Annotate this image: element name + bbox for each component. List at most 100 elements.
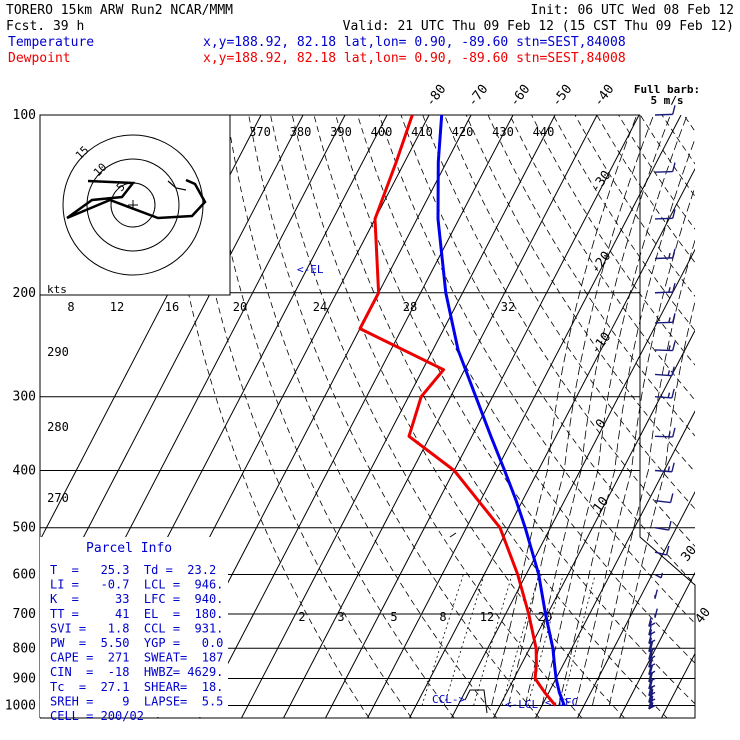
dry-adiabat-300	[270, 115, 583, 718]
header-init-line: Init: 06 UTC Wed 08 Feb 12	[531, 3, 735, 18]
wind-barb-650	[654, 589, 658, 599]
mixing-label-12: 12	[480, 610, 494, 624]
moist-adiabat-32	[592, 238, 695, 706]
header-forecast-line: Fcst. 39 h	[6, 19, 84, 34]
parcel-row: LI = -0.7 LCL = 946.	[50, 578, 223, 592]
dry-adiabat-410	[509, 115, 695, 401]
theta-label-390: 390	[330, 125, 352, 139]
parcel-row: Tc = 27.1 SHEAR= 18.	[50, 680, 223, 694]
pressure-label-200: 200	[13, 286, 36, 301]
wind-barb-750	[648, 625, 656, 636]
dry-adiabat-360	[400, 115, 695, 586]
theta-label-380: 380	[290, 125, 312, 139]
dry-adiabat-290	[248, 115, 540, 718]
parcel-info-box: Parcel Info T = 25.3 Td = 23.2LI = -0.7 …	[40, 537, 228, 723]
dry-adiabat-330	[335, 115, 695, 705]
dewpoint-station-info: x,y=188.92, 82.18 lat,lon= 0.90, -89.60 …	[203, 51, 626, 66]
theta-left-label-270: 270	[47, 491, 69, 505]
dry-adiabat-380	[444, 115, 695, 510]
theta-left-label-290: 290	[47, 345, 69, 359]
parcel-row: SVI = 1.8 CCL = 931.	[50, 621, 223, 635]
dry-adiabat-400	[487, 115, 695, 437]
pressure-label-500: 500	[13, 521, 36, 536]
speed-tick-28: 28	[403, 300, 417, 314]
pressure-label-900: 900	[13, 671, 36, 686]
parcel-row: T = 25.3 Td = 23.2	[50, 563, 216, 577]
parcel-info-frame	[40, 537, 228, 717]
parcel-row: TT = 41 EL = 180.	[50, 607, 223, 621]
theta-left-label-280: 280	[47, 420, 69, 434]
pressure-label-100: 100	[13, 108, 36, 123]
parcel-row: CIN = -18 HWBZ= 4629.	[50, 665, 223, 679]
hodograph-trace	[66, 178, 207, 220]
wind-barb-600	[654, 572, 664, 579]
ccl-annotation: CCL->	[432, 693, 465, 706]
pressure-label-600: 600	[13, 567, 36, 582]
speed-tick-8: 8	[67, 300, 74, 314]
wind-barb-175	[654, 248, 676, 260]
pressure-label-300: 300	[13, 390, 36, 405]
moist-adiabat-20	[541, 115, 688, 706]
speed-tick-20: 20	[233, 300, 247, 314]
wind-barb-100	[654, 105, 676, 116]
wind-barb-225	[654, 313, 676, 324]
isotherm--10	[409, 167, 695, 718]
moist-adiabat-12	[508, 115, 654, 706]
moist-adiabat-24	[558, 137, 695, 706]
wind-barb-250	[654, 341, 676, 352]
theta-label-400: 400	[371, 125, 393, 139]
barb-legend-title: Full barb:	[634, 83, 700, 96]
moist-adiabat-36	[608, 300, 695, 706]
speed-tick-12: 12	[110, 300, 124, 314]
temperature-station-info: x,y=188.92, 82.18 lat,lon= 0.90, -89.60 …	[203, 35, 626, 50]
wind-barb-200	[654, 282, 676, 294]
isotherm-0	[451, 248, 695, 718]
parcel-row: SREH = 9 LAPSE= 5.5	[50, 694, 223, 708]
moist-adiabat-8	[491, 115, 638, 706]
wind-barb-275	[654, 366, 675, 377]
wind-barb-550	[654, 545, 670, 556]
series-dewpoint	[358, 115, 557, 707]
dry-adiabat-390	[465, 115, 695, 473]
theta-label-410: 410	[411, 125, 433, 139]
isotherm--20	[367, 115, 682, 718]
lcl-annotation: <-LCL	[505, 698, 538, 711]
moist-adiabat-28	[575, 185, 695, 706]
dry-adiabat-350	[378, 115, 695, 625]
dry-adiabat-310	[291, 115, 625, 718]
speed-unit-label: kts	[47, 283, 67, 296]
dry-adiabat-270	[204, 115, 455, 718]
el-annotation: <-EL	[297, 263, 324, 276]
wind-barb-825	[648, 649, 656, 661]
speed-tick-24: 24	[313, 300, 327, 314]
header-model-line: TORERO 15km ARW Run2 NCAR/MMM	[6, 3, 233, 18]
wind-barbs	[648, 105, 676, 710]
el-tick	[449, 532, 457, 538]
wind-barb-150	[654, 209, 676, 220]
parcel-path	[464, 689, 488, 714]
theta-label-430: 430	[492, 125, 514, 139]
dry-adiabat-420	[531, 115, 695, 366]
isotherm-20	[535, 410, 695, 718]
sounding-profiles	[358, 115, 566, 714]
dry-adiabat-280	[226, 115, 498, 718]
wind-barb-725	[648, 617, 656, 628]
dry-adiabat-370	[422, 115, 695, 547]
pressure-label-800: 800	[13, 641, 36, 656]
wind-barb-400	[654, 462, 675, 473]
wind-barb-300	[654, 388, 675, 399]
temperature-legend-label: Temperature	[8, 35, 94, 50]
series-temperature	[436, 115, 566, 707]
isotherm--40	[283, 115, 598, 718]
wind-barb-125	[654, 162, 676, 173]
wind-barb-700	[654, 608, 658, 618]
parcel-row: K = 33 LFC = 940.	[50, 592, 223, 606]
wind-barb-800	[648, 641, 656, 653]
header-valid-line: Valid: 21 UTC Thu 09 Feb 12 (15 CST Thu …	[343, 19, 734, 34]
dry-adiabat-320	[313, 115, 668, 718]
wind-barb-350	[654, 427, 676, 438]
pressure-label-1000: 1000	[5, 698, 36, 713]
